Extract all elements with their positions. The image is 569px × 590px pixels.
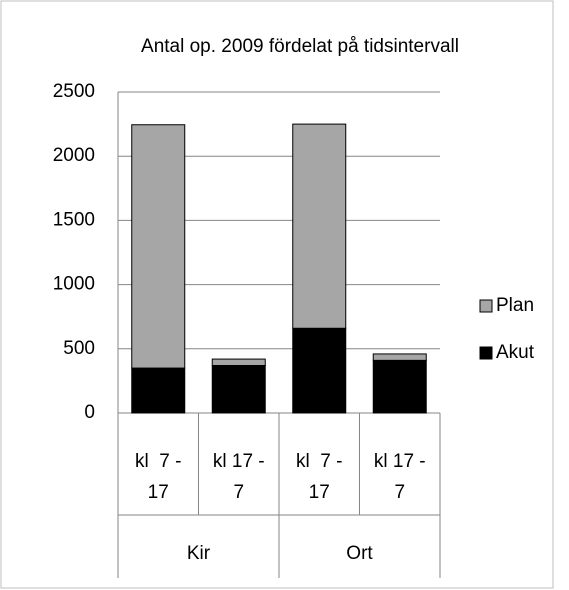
- x-tick-label: kl 17 -7: [213, 451, 265, 503]
- y-tick-label: 2000: [53, 145, 95, 166]
- group-label: Ort: [346, 543, 373, 564]
- bar-segment: [131, 124, 186, 369]
- bar-segment: [292, 327, 347, 414]
- bar-segment: [372, 359, 427, 414]
- y-tick-label: 1500: [53, 209, 95, 230]
- legend-swatch: [479, 299, 493, 313]
- x-tick-label: kl 17 -7: [374, 451, 426, 503]
- y-tick-label: 1000: [53, 274, 95, 295]
- bar-segment: [131, 367, 186, 414]
- chart-title: Antal op. 2009 fördelat på tidsintervall: [141, 36, 459, 57]
- legend-label: Plan: [496, 295, 534, 316]
- x-tick-label: kl 7 -17: [296, 451, 342, 503]
- y-tick-label: 2500: [53, 81, 95, 102]
- legend-swatch: [479, 346, 493, 360]
- y-tick-label: 500: [63, 338, 95, 359]
- bar-segment: [211, 364, 266, 414]
- group-label: Kir: [187, 543, 211, 564]
- bar-segment: [292, 123, 347, 329]
- bar-segment: [211, 358, 266, 366]
- chart-frame: [0, 0, 554, 589]
- bar-segment: [372, 353, 427, 361]
- y-tick-label: 0: [84, 402, 95, 423]
- legend-label: Akut: [496, 342, 535, 363]
- x-tick-label: kl 7 -17: [135, 451, 181, 503]
